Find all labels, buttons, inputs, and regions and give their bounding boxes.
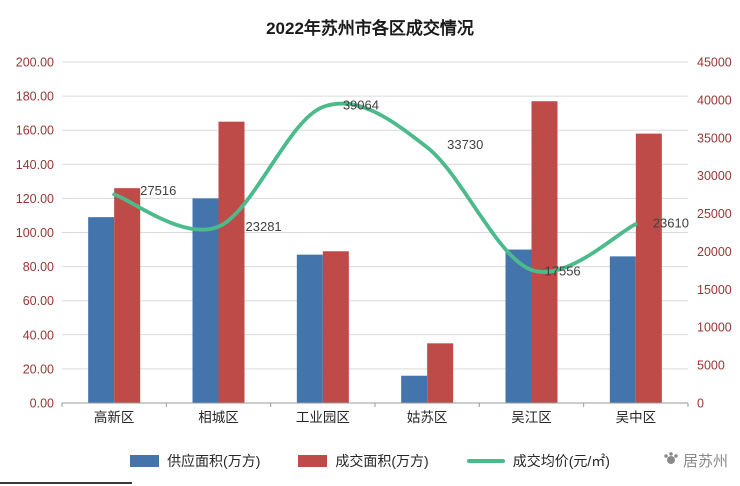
- x-axis-category-label: 相城区: [198, 410, 239, 425]
- chart-legend: 供应面积(万方) 成交面积(万方) 成交均价(元/㎡): [0, 446, 740, 476]
- right-axis-tick-label: 25000: [697, 207, 732, 221]
- right-axis-tick-label: 15000: [697, 283, 732, 297]
- x-axis-category-label: 高新区: [94, 409, 135, 425]
- bar-series0-cat1: [192, 198, 219, 403]
- legend-item-deal-area: 成交面积(万方): [298, 451, 429, 471]
- right-axis-tick-label: 45000: [697, 56, 732, 70]
- left-axis-tick-label: 200.00: [16, 56, 54, 70]
- avg-price-data-label: 33730: [447, 137, 483, 152]
- bar-series0-cat3: [401, 375, 428, 403]
- left-axis-tick-label: 100.00: [16, 226, 54, 240]
- legend-label-avg-price: 成交均价(元/㎡): [512, 453, 610, 469]
- left-axis-tick-label: 120.00: [16, 192, 54, 206]
- right-axis-tick-label: 5000: [697, 359, 725, 373]
- jusuzhou-logo: 居苏州: [663, 450, 728, 471]
- bar-series0-cat0: [88, 217, 115, 403]
- bar-series0-cat4: [505, 249, 532, 403]
- legend-swatch-supply-area: [130, 455, 160, 467]
- x-axis-category-label: 吴中区: [616, 410, 657, 425]
- avg-price-data-label: 27516: [140, 183, 176, 198]
- right-axis-tick-label: 10000: [697, 321, 732, 335]
- bar-series0-cat2: [296, 254, 323, 403]
- legend-label-supply-area: 供应面积(万方): [167, 453, 261, 469]
- right-axis-tick-label: 20000: [697, 245, 732, 259]
- bar-series1-cat4: [531, 101, 558, 403]
- left-axis-tick-label: 0.00: [30, 397, 54, 411]
- bar-series1-cat2: [322, 251, 349, 403]
- avg-price-data-label: 23281: [246, 219, 282, 234]
- x-axis-category-label: 姑苏区: [407, 410, 448, 425]
- left-axis-tick-label: 160.00: [16, 124, 54, 138]
- bar-series1-cat3: [427, 343, 454, 403]
- avg-price-data-label: 23610: [653, 216, 689, 231]
- legend-label-deal-area: 成交面积(万方): [335, 453, 429, 469]
- left-axis-tick-label: 60.00: [23, 294, 54, 308]
- left-axis-tick-label: 40.00: [23, 328, 54, 342]
- x-axis-category-label: 吴江区: [511, 410, 552, 425]
- left-axis-tick-label: 140.00: [16, 158, 54, 172]
- avg-price-data-label: 39064: [343, 97, 379, 112]
- bar-series1-cat5: [635, 133, 662, 404]
- left-axis-tick-label: 20.00: [23, 362, 54, 376]
- avg-price-data-label: 17556: [545, 263, 581, 278]
- bar-series1-cat1: [218, 121, 245, 404]
- legend-swatch-deal-area: [298, 455, 328, 467]
- x-axis-category-label: 工业园区: [296, 410, 350, 425]
- right-axis-tick-label: 0: [697, 397, 704, 411]
- page-bottom-divider: [0, 482, 132, 484]
- right-axis-tick-label: 30000: [697, 169, 732, 183]
- chart-title: 2022年苏州市各区成交情况: [266, 19, 474, 38]
- avg-price-line: [112, 101, 638, 274]
- right-axis-tick-label: 35000: [697, 131, 732, 145]
- left-axis-tick-label: 80.00: [23, 260, 54, 274]
- bar-series1-cat0: [114, 188, 141, 403]
- legend-item-supply-area: 供应面积(万方): [130, 451, 260, 471]
- left-axis-tick-label: 180.00: [16, 90, 54, 104]
- legend-swatch-avg-price: [466, 459, 505, 463]
- legend-item-avg-price: 成交均价(元/㎡): [466, 451, 610, 471]
- bar-series0-cat5: [609, 256, 636, 403]
- logo-text: 居苏州: [682, 453, 728, 470]
- right-axis-tick-label: 40000: [697, 93, 732, 107]
- paw-logo-icon: [663, 450, 679, 471]
